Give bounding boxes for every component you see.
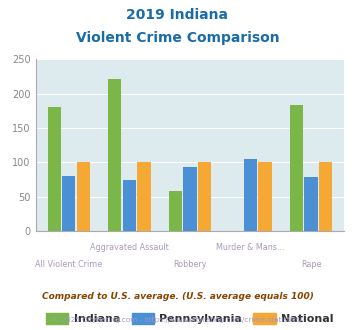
Bar <box>258 162 272 231</box>
Text: 2019 Indiana: 2019 Indiana <box>126 8 229 22</box>
Text: Rape: Rape <box>301 260 321 269</box>
Bar <box>244 159 257 231</box>
Bar <box>198 162 211 231</box>
Text: Aggravated Assault: Aggravated Assault <box>90 243 169 252</box>
Bar <box>183 167 197 231</box>
Text: Compared to U.S. average. (U.S. average equals 100): Compared to U.S. average. (U.S. average … <box>42 292 313 301</box>
Bar <box>123 180 136 231</box>
Bar <box>290 105 303 231</box>
Bar <box>319 162 332 231</box>
Text: Robbery: Robbery <box>173 260 207 269</box>
Bar <box>137 162 151 231</box>
Legend: Indiana, Pennsylvania, National: Indiana, Pennsylvania, National <box>42 309 338 329</box>
Text: Murder & Mans...: Murder & Mans... <box>216 243 285 252</box>
Text: Violent Crime Comparison: Violent Crime Comparison <box>76 31 279 45</box>
Bar <box>304 177 318 231</box>
Bar <box>108 79 121 231</box>
Bar <box>62 176 76 231</box>
Bar <box>77 162 90 231</box>
Text: All Violent Crime: All Violent Crime <box>35 260 103 269</box>
Text: © 2025 CityRating.com - https://www.cityrating.com/crime-statistics/: © 2025 CityRating.com - https://www.city… <box>53 317 302 323</box>
Bar <box>169 191 182 231</box>
Bar <box>48 108 61 231</box>
